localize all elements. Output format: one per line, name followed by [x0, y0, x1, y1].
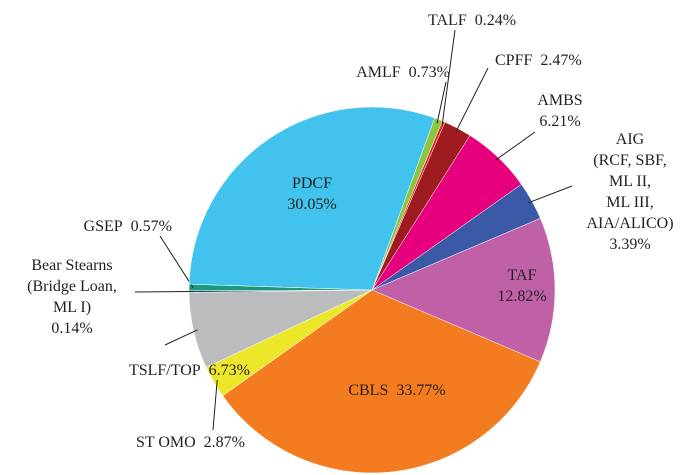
slice-name: ST OMO [135, 434, 196, 451]
slice-label: GSEP 0.57% [84, 216, 172, 237]
slice-value: 33.77% [396, 382, 446, 399]
slice-name: AMBS [537, 92, 583, 109]
slice-label: AIG (RCF, SBF, ML II, ML III, AIA/ALICO)… [586, 129, 673, 255]
slice-name: PDCF [291, 175, 333, 192]
slice-value: 6.73% [208, 362, 250, 379]
leader-line [495, 131, 536, 161]
slice-label: AMLF 0.73% [356, 62, 450, 83]
slice-label: CBLS 33.77% [348, 380, 445, 401]
slice-value: 0.73% [408, 64, 450, 81]
slice-value: 0.57% [130, 218, 172, 235]
pie-slice [222, 289, 541, 474]
leader-line [159, 235, 194, 288]
slice-value: 2.47% [540, 52, 582, 69]
pie-slice [371, 218, 556, 363]
slice-value: 30.05% [287, 196, 337, 213]
slice-name: AIG (RCF, SBF, ML II, ML III, AIA/ALICO) [586, 131, 674, 232]
slice-name: AMLF [356, 64, 401, 81]
slice-name: TAF [507, 267, 537, 284]
leader-line [164, 329, 198, 346]
slice-value: 0.14% [51, 320, 93, 337]
leader-line [441, 29, 456, 126]
slice-value: 3.39% [609, 236, 651, 253]
slice-name: Bear Stearns (Bridge Loan, ML I) [27, 257, 117, 316]
slice-label: CPFF 2.47% [495, 50, 582, 71]
slice-label: PDCF 30.05% [287, 173, 336, 215]
leader-line [528, 185, 573, 204]
slice-name: CBLS [348, 382, 389, 399]
slice-value: 12.82% [497, 288, 547, 305]
slice-label: TAF 12.82% [497, 265, 546, 307]
leader-line [455, 67, 489, 133]
slice-label: TALF 0.24% [428, 10, 516, 31]
slice-value: 0.24% [474, 12, 517, 29]
slice-label: TSLF/TOP 6.73% [129, 360, 250, 381]
slice-label: AMBS 6.21% [537, 90, 582, 132]
leader-line [212, 379, 218, 431]
slice-value: 2.87% [203, 434, 245, 451]
slice-value: 6.21% [539, 113, 581, 130]
slice-name: GSEP [83, 218, 123, 235]
slice-label: ST OMO 2.87% [136, 432, 245, 453]
leader-line [436, 81, 447, 124]
slice-name: TSLF/TOP [128, 362, 201, 379]
slice-label: Bear Stearns (Bridge Loan, ML I) 0.14% [27, 255, 117, 339]
slice-name: CPFF [495, 52, 533, 69]
slice-name: TALF [428, 12, 467, 29]
pie-slice [188, 106, 435, 291]
